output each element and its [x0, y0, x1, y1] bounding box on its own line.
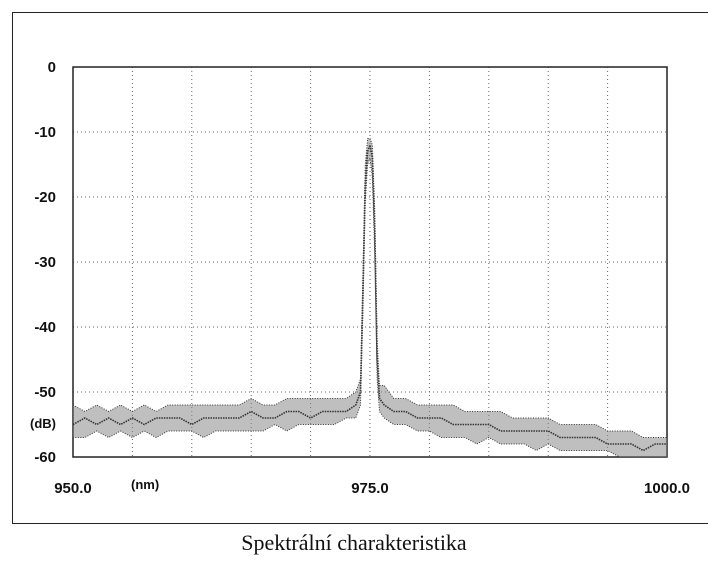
y-tick-label: -40 [34, 319, 56, 336]
y-tick-label: -10 [34, 124, 56, 141]
noise-band [72, 138, 668, 458]
spectrum-noise-band [72, 138, 668, 458]
spectrum-trace [72, 141, 667, 452]
y-axis-unit-label: (dB) [30, 416, 56, 431]
spectrum-chart: 0 -10 -20 -30 -40 -50 -60 950.0 975.0 1000.0 (nm… [30, 59, 690, 497]
x-tick-label: 1000.0 [644, 480, 690, 497]
figure-caption: Spektrální charakteristika [241, 530, 467, 555]
x-tick-label: 950.0 [54, 480, 92, 497]
x-axis-unit-label: (nm) [131, 477, 159, 492]
x-tick-labels: 950.0 975.0 1000.0 [54, 480, 690, 497]
series-line [72, 141, 667, 452]
y-tick-label: 0 [48, 59, 56, 76]
x-tick-label: 975.0 [351, 480, 389, 497]
y-tick-label: -60 [34, 449, 56, 466]
y-tick-label: -50 [34, 384, 56, 401]
grid [73, 67, 667, 457]
chart-frame [12, 12, 708, 524]
plot-area-border [72, 66, 668, 458]
y-tick-labels: 0 -10 -20 -30 -40 -50 -60 [34, 59, 56, 466]
y-tick-label: -30 [34, 254, 56, 271]
y-tick-label: -20 [34, 189, 56, 206]
